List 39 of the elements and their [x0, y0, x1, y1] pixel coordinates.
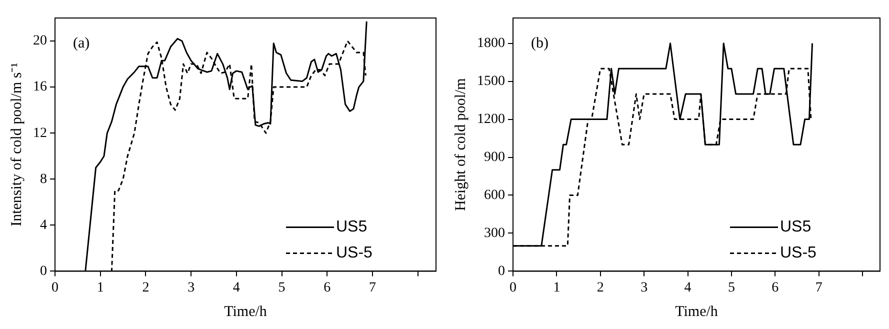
y-tick-label: 900 [484, 150, 505, 165]
y-tick-label: 300 [484, 226, 505, 241]
y-tick-label: 16 [33, 80, 47, 95]
y-tick-label: 1200 [477, 112, 505, 127]
x-tick-label: 5 [728, 280, 735, 296]
y-tick-label: 8 [40, 172, 47, 187]
x-tick-label: 3 [188, 280, 195, 296]
x-tick-label: 2 [142, 280, 150, 296]
y-axis-title: Height of cold pool/m [452, 78, 469, 212]
annotation: (b) [531, 35, 548, 52]
legend-label: US5 [780, 218, 812, 236]
x-tick-label: 6 [772, 280, 779, 296]
x-tick-label: 4 [232, 280, 240, 296]
y-tick-label: 600 [484, 188, 505, 203]
y-axis-title: Intensity of cold pool/m s⁻¹ [8, 62, 25, 226]
x-tick-label: 1 [96, 280, 104, 296]
x-tick-label: 3 [640, 280, 648, 296]
x-tick-label: 4 [684, 280, 692, 296]
x-tick-label: 1 [553, 280, 560, 296]
y-tick-label: 20 [33, 34, 47, 49]
x-tick-label: 6 [324, 280, 331, 296]
x-tick-label: 0 [52, 280, 58, 296]
legend-label: US5 [336, 218, 368, 236]
y-tick-label: 0 [40, 264, 47, 279]
y-tick-label: 1500 [477, 74, 505, 89]
x-tick-label: 0 [510, 280, 516, 296]
x-tick-label: 7 [815, 280, 822, 296]
legend-label: US-5 [336, 244, 373, 262]
x-axis-title: Time/h [224, 304, 268, 320]
legend-label: US-5 [780, 244, 817, 262]
y-tick-label: 0 [498, 264, 505, 279]
y-tick-label: 1800 [477, 36, 505, 51]
x-tick-label: 5 [278, 280, 286, 296]
x-axis-title: Time/h [675, 304, 718, 320]
y-tick-label: 4 [40, 218, 47, 233]
x-tick-label: 2 [596, 280, 604, 296]
annotation: (a) [73, 35, 90, 52]
x-tick-label: 7 [369, 280, 376, 296]
y-tick-label: 12 [33, 126, 47, 141]
